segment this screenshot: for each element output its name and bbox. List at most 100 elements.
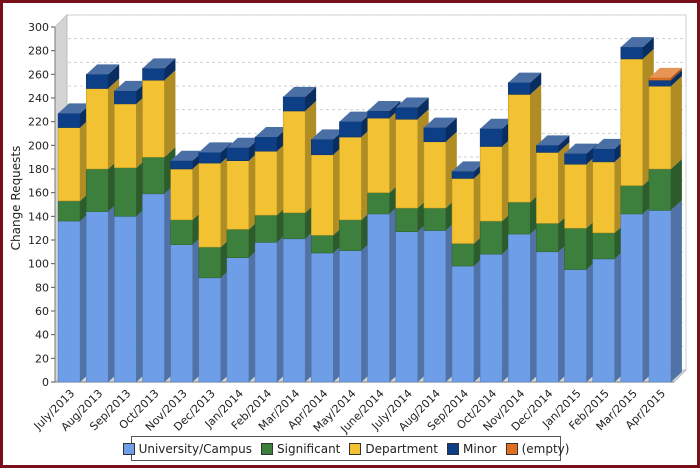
- bar-front: [114, 90, 137, 105]
- bar-front: [339, 219, 362, 251]
- bar-front: [282, 96, 306, 112]
- bar-side: [164, 58, 176, 81]
- y-tick-label: 0: [42, 376, 49, 389]
- bar-front: [57, 113, 81, 128]
- bar-top: [311, 129, 345, 140]
- bar-segment: [592, 138, 626, 163]
- bar-front: [536, 251, 559, 383]
- legend-swatch: [505, 442, 518, 455]
- bar-side: [670, 67, 682, 81]
- bar-front: [114, 216, 137, 383]
- y-tick-label: 280: [28, 45, 49, 58]
- legend-label: Minor: [463, 441, 497, 456]
- y-tick-label: 80: [35, 281, 49, 294]
- bar-top: [508, 72, 542, 83]
- bar-front: [367, 110, 390, 119]
- bar-front: [226, 229, 250, 259]
- legend-label: Significant: [277, 441, 341, 456]
- legend-item: Department: [349, 442, 438, 456]
- bar-front: [311, 139, 334, 156]
- bar-front: [254, 136, 278, 152]
- bar-front: [85, 211, 109, 383]
- bar-front: [254, 214, 278, 243]
- bar-front: [536, 152, 559, 224]
- bar-front: [620, 213, 644, 383]
- bar-front: [226, 147, 250, 161]
- bar-top: [283, 86, 317, 97]
- bar-front: [564, 227, 587, 270]
- bar-front: [479, 220, 503, 255]
- bar-side: [558, 135, 570, 153]
- bar-front: [226, 160, 250, 230]
- bar-front: [198, 277, 221, 383]
- bars: [57, 37, 682, 383]
- y-tick-label: 40: [35, 329, 49, 342]
- bar-front: [648, 80, 672, 87]
- y-tick-label: 180: [28, 163, 49, 176]
- bar-front: [508, 233, 531, 383]
- bar-front: [339, 250, 362, 383]
- bar-front: [479, 146, 503, 222]
- bar-front: [170, 168, 193, 221]
- bar-side: [164, 70, 176, 158]
- bar-front: [282, 238, 306, 383]
- bar-front: [170, 160, 193, 170]
- y-tick-label: 160: [28, 187, 49, 200]
- bar-side: [530, 72, 542, 95]
- bar-front: [170, 244, 193, 383]
- bar-side: [417, 97, 429, 120]
- bar-front: [648, 168, 672, 211]
- bar-front: [479, 253, 503, 383]
- bar-front: [282, 212, 306, 240]
- bar-segment: [648, 159, 682, 211]
- bar-front: [564, 164, 587, 229]
- bar-top: [367, 101, 401, 112]
- bar-front: [142, 80, 165, 158]
- bar-segment: [423, 117, 457, 143]
- legend-item: (empty): [505, 441, 570, 456]
- bar-front: [620, 185, 644, 215]
- bar-front: [198, 152, 221, 164]
- legend-label: (empty): [521, 441, 570, 456]
- bar-segment: [339, 111, 373, 138]
- legend-label: University/Campus: [138, 441, 253, 456]
- legend-swatch: [261, 442, 274, 455]
- bar-front: [451, 243, 475, 267]
- chart-legend: University/Campus Significant Department Mi…: [122, 436, 569, 461]
- bar-side: [305, 86, 317, 112]
- bar-top: [339, 111, 373, 122]
- bar-front: [254, 151, 278, 216]
- bar-front: [648, 77, 672, 81]
- x-axis-ticks: July/2013Aug/2013Sep/2013Oct/2013Nov/201…: [31, 387, 668, 436]
- bar-front: [536, 223, 559, 253]
- bar-front: [114, 103, 137, 169]
- y-tick-label: 100: [28, 258, 49, 271]
- bar-segment: [367, 101, 401, 119]
- bar-front: [170, 219, 193, 245]
- bar-front: [395, 107, 418, 120]
- legend-item: University/Campus: [122, 441, 253, 456]
- y-tick-label: 140: [28, 210, 49, 223]
- bar-front: [282, 110, 306, 214]
- bar-front: [423, 230, 447, 383]
- y-tick-label: 20: [35, 352, 49, 365]
- bar-front: [254, 242, 278, 383]
- bar-front: [508, 94, 531, 203]
- bar-front: [648, 85, 672, 170]
- bar-front: [85, 168, 109, 212]
- bar-side: [108, 64, 120, 89]
- bar-segment: [142, 58, 176, 81]
- bar-top: [423, 117, 457, 128]
- bar-side: [670, 70, 682, 87]
- y-tick-label: 200: [28, 139, 49, 152]
- bar-top: [86, 64, 120, 75]
- bar-front: [142, 156, 165, 195]
- bar-top: [395, 97, 429, 108]
- stacked-bar-chart: 0 20 40 60 80 100 120 140 160 180 200 220 240 260 280 3…: [9, 13, 688, 436]
- bar-top: [114, 80, 148, 91]
- bar-front: [198, 246, 221, 279]
- bar-front: [648, 210, 672, 383]
- legend-swatch: [349, 442, 362, 455]
- bar-segment: [282, 86, 317, 112]
- bar-front: [142, 68, 165, 81]
